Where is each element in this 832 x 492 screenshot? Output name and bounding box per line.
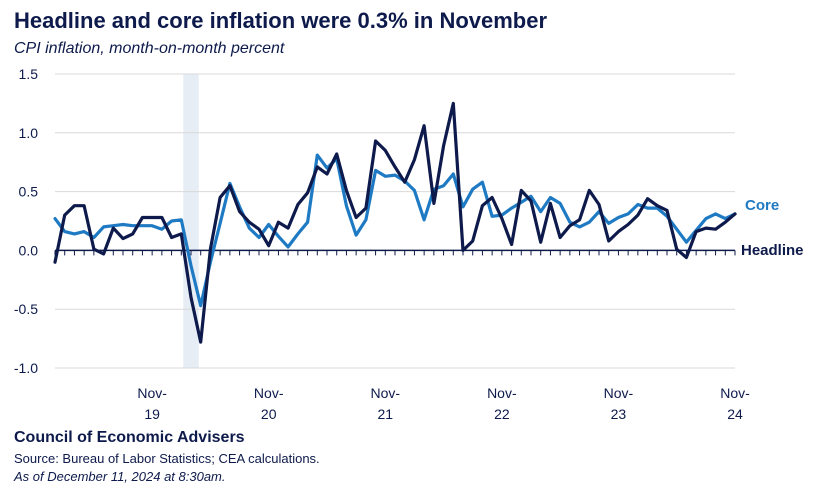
y-tick-label: -1.0: [14, 360, 38, 376]
x-tick-label-year: 22: [494, 406, 510, 422]
y-tick-label: 1.0: [19, 125, 39, 141]
x-tick-label-year: 21: [377, 406, 393, 422]
x-tick-label: Nov-: [487, 385, 517, 401]
x-tick-label: Nov-: [137, 385, 167, 401]
y-tick-label: 1.5: [19, 66, 39, 82]
footer-source: Source: Bureau of Labor Statistics; CEA …: [14, 451, 320, 466]
x-tick-label-year: 24: [727, 406, 743, 422]
footer-as-of: As of December 11, 2024 at 8:30am.: [14, 469, 226, 484]
x-tick-label: Nov-: [371, 385, 401, 401]
footer-organization: Council of Economic Advisers: [14, 429, 245, 446]
chart-subtitle: CPI inflation, month-on-month percent: [14, 40, 285, 57]
chart-title: Headline and core inflation were 0.3% in…: [14, 8, 548, 33]
y-tick-label: 0.0: [19, 242, 39, 258]
core-series-label: Core: [745, 197, 779, 214]
x-tick-label: Nov-: [254, 385, 284, 401]
core-series-line: [53, 153, 737, 308]
x-tick-label: Nov-: [720, 385, 750, 401]
x-tick-label-year: 19: [144, 406, 160, 422]
x-tick-label-year: 20: [261, 406, 277, 422]
x-tick-label-year: 23: [611, 406, 627, 422]
x-tick-label: Nov-: [604, 385, 634, 401]
y-tick-label: -0.5: [14, 301, 38, 317]
recession-shading: [183, 74, 199, 368]
inflation-line-chart: -1.0 -0.5 0.0 0.5 1.0 1.5 Nov- 19 Nov- 20 Nov- 21 No…: [14, 66, 804, 422]
y-tick-label: 0.5: [19, 184, 39, 200]
headline-series-line: [53, 101, 737, 344]
headline-series-label: Headline: [741, 242, 804, 259]
